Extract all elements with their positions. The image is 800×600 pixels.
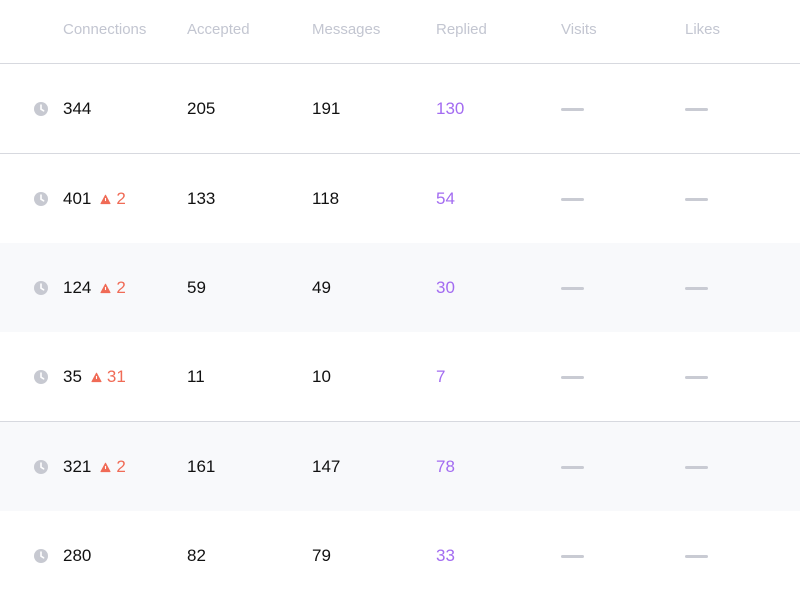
messages-cell: 10 bbox=[312, 367, 331, 386]
clock-icon bbox=[34, 460, 48, 474]
visits-empty-dash-icon bbox=[561, 198, 584, 201]
messages-cell: 147 bbox=[312, 457, 341, 476]
table-row[interactable]: 35 31 11 10 7 bbox=[0, 332, 800, 422]
warning-count: 2 bbox=[116, 278, 126, 297]
warning-triangle-icon bbox=[100, 462, 111, 472]
table-row[interactable]: 321 2 161 147 78 bbox=[0, 422, 800, 512]
warning-badge: 2 bbox=[100, 278, 126, 298]
connections-cell: 321 2 bbox=[63, 457, 126, 477]
warning-triangle-icon bbox=[100, 194, 111, 204]
visits-empty-dash-icon bbox=[561, 466, 584, 469]
column-header-visits[interactable]: Visits bbox=[561, 21, 597, 38]
connections-value: 35 bbox=[63, 367, 82, 386]
visits-empty-dash-icon bbox=[561, 376, 584, 379]
clock-icon bbox=[34, 549, 48, 563]
warning-triangle-icon bbox=[100, 283, 111, 293]
table-row[interactable]: 124 2 59 49 30 bbox=[0, 243, 800, 333]
accepted-cell: 82 bbox=[187, 546, 206, 565]
messages-cell: 49 bbox=[312, 278, 331, 297]
messages-cell: 191 bbox=[312, 99, 341, 118]
warning-badge: 31 bbox=[91, 367, 126, 387]
likes-empty-dash-icon bbox=[685, 108, 708, 111]
warning-count: 2 bbox=[116, 189, 126, 208]
connections-cell: 280 bbox=[63, 546, 91, 566]
connections-value: 280 bbox=[63, 546, 92, 565]
likes-empty-dash-icon bbox=[685, 555, 708, 558]
column-header-replied[interactable]: Replied bbox=[436, 21, 487, 38]
accepted-cell: 59 bbox=[187, 278, 206, 297]
warning-badge: 2 bbox=[100, 189, 126, 209]
replied-cell: 78 bbox=[436, 457, 455, 476]
clock-icon bbox=[34, 281, 48, 295]
warning-triangle-icon bbox=[91, 372, 102, 382]
connections-cell: 344 bbox=[63, 99, 91, 119]
connections-value: 344 bbox=[63, 99, 92, 118]
visits-empty-dash-icon bbox=[561, 555, 584, 558]
messages-cell: 118 bbox=[312, 189, 340, 208]
clock-icon bbox=[34, 192, 48, 206]
column-header-messages[interactable]: Messages bbox=[312, 21, 381, 38]
likes-empty-dash-icon bbox=[685, 198, 708, 201]
table-row[interactable]: 344 205 191 130 bbox=[0, 64, 800, 154]
column-header-likes[interactable]: Likes bbox=[685, 21, 721, 38]
clock-icon bbox=[34, 102, 48, 116]
connections-cell: 124 2 bbox=[63, 278, 126, 298]
visits-empty-dash-icon bbox=[561, 287, 584, 290]
connections-cell: 401 2 bbox=[63, 189, 126, 209]
messages-cell: 79 bbox=[312, 546, 331, 565]
visits-empty-dash-icon bbox=[561, 108, 584, 111]
table-header: Connections Accepted Messages Replied Vi… bbox=[0, 0, 800, 64]
accepted-cell: 133 bbox=[187, 189, 216, 208]
warning-count: 31 bbox=[106, 367, 126, 386]
connections-value: 124 bbox=[63, 278, 92, 297]
connections-value: 401 bbox=[63, 189, 92, 208]
likes-empty-dash-icon bbox=[685, 287, 708, 290]
replied-cell: 54 bbox=[436, 189, 455, 208]
accepted-cell: 161 bbox=[187, 457, 216, 476]
replied-cell: 33 bbox=[436, 546, 455, 565]
warning-count: 2 bbox=[116, 457, 126, 476]
table-row[interactable]: 401 2 133 118 54 bbox=[0, 154, 800, 244]
clock-icon bbox=[34, 370, 48, 384]
connections-cell: 35 31 bbox=[63, 367, 126, 387]
accepted-cell: 11 bbox=[187, 367, 205, 386]
replied-cell: 30 bbox=[436, 278, 455, 297]
likes-empty-dash-icon bbox=[685, 466, 708, 469]
replied-cell: 130 bbox=[436, 99, 465, 118]
accepted-cell: 205 bbox=[187, 99, 216, 118]
connections-value: 321 bbox=[63, 457, 92, 476]
warning-badge: 2 bbox=[100, 457, 126, 477]
column-header-accepted[interactable]: Accepted bbox=[187, 21, 250, 38]
replied-cell: 7 bbox=[436, 367, 446, 386]
table-row[interactable]: 280 82 79 33 bbox=[0, 511, 800, 600]
column-header-connections[interactable]: Connections bbox=[63, 21, 147, 38]
likes-empty-dash-icon bbox=[685, 376, 708, 379]
